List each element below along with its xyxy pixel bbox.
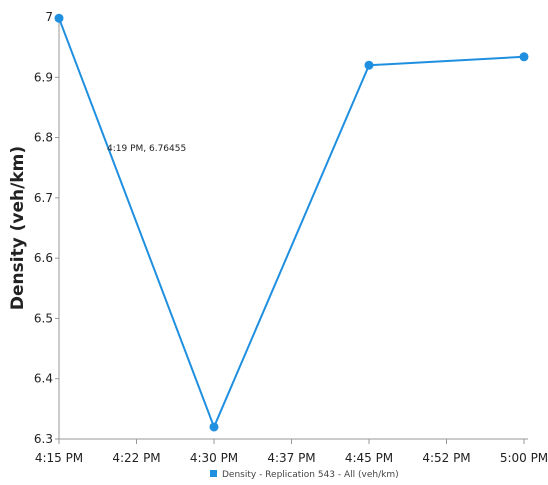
- y-tick-label: 6.4: [34, 372, 53, 386]
- x-tick-label: 5:00 PM: [500, 451, 548, 465]
- series-layer: [54, 13, 529, 432]
- x-tick-label: 4:52 PM: [422, 451, 470, 465]
- data-point: [54, 13, 64, 23]
- y-axis-title: Density (veh/km): [8, 146, 28, 310]
- y-tick-label: 6.6: [34, 251, 53, 265]
- hover-annotation: 4:19 PM, 6.76455: [107, 144, 186, 154]
- legend-label: Density - Replication 543 - All (veh/km): [222, 470, 399, 480]
- data-point: [519, 52, 529, 62]
- axes-layer: [58, 17, 528, 440]
- y-tick-label: 6.9: [34, 70, 53, 84]
- data-point: [209, 422, 219, 432]
- x-tick-label: 4:22 PM: [112, 451, 160, 465]
- legend-swatch: [210, 470, 217, 477]
- y-tick-label: 7: [45, 10, 53, 24]
- x-tick-label: 4:45 PM: [345, 451, 393, 465]
- y-tick-label: 6.5: [34, 311, 53, 325]
- density-series-line: [58, 17, 525, 428]
- x-tick-label: 4:30 PM: [190, 451, 238, 465]
- ticks-layer: 6.3 6.4 6.5 6.6 6.7 6.8 6.9 7 4:15 PM 4:22 PM 4:30…: [34, 10, 548, 465]
- y-tick-label: 6.8: [34, 131, 53, 145]
- data-point: [364, 60, 374, 70]
- legend[interactable]: Density - Replication 543 - All (veh/km): [210, 470, 399, 480]
- x-tick-label: 4:15 PM: [35, 451, 83, 465]
- y-tick-label: 6.3: [34, 432, 53, 446]
- x-tick-label: 4:37 PM: [267, 451, 315, 465]
- y-tick-label: 6.7: [34, 191, 53, 205]
